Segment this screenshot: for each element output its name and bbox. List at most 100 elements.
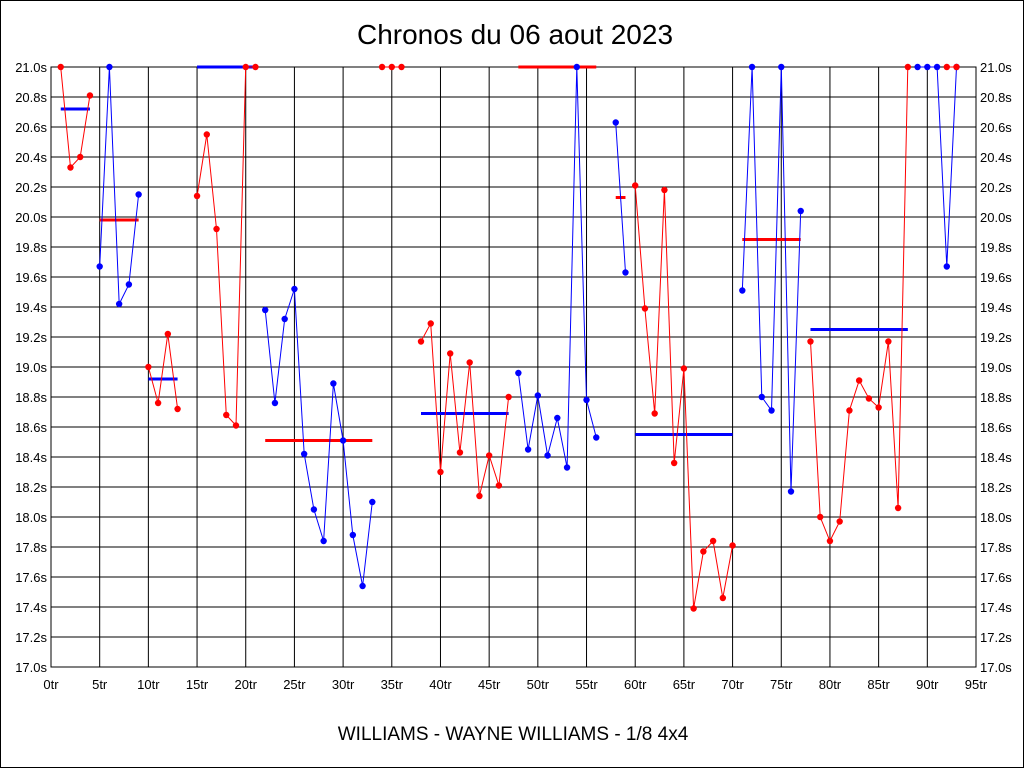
data-point (213, 225, 220, 233)
x-tick-label: 25tr (283, 677, 306, 692)
data-point (106, 63, 113, 71)
series-line (810, 66, 909, 543)
data-point (563, 464, 571, 471)
data-point (271, 399, 279, 407)
data-point (739, 287, 746, 294)
y-tick-label-left: 20.4s (15, 150, 47, 165)
data-point (349, 531, 357, 539)
y-tick-label-left: 19.0s (15, 360, 47, 375)
data-point (748, 63, 756, 71)
data-point (573, 63, 580, 71)
data-point (524, 446, 532, 453)
y-tick-label-left: 17.6s (15, 570, 47, 585)
chart-title: Chronos du 06 aout 2023 (357, 19, 673, 50)
data-point (86, 92, 94, 99)
series-line (741, 66, 802, 492)
y-tick-label-left: 19.4s (15, 300, 47, 315)
series-line (615, 122, 626, 273)
x-tick-label: 50tr (527, 677, 550, 692)
y-tick-label-left: 20.6s (15, 120, 47, 135)
data-point (320, 537, 327, 545)
x-tick-label: 5tr (92, 677, 108, 692)
data-point (855, 377, 863, 384)
data-point (485, 452, 493, 459)
data-point (252, 63, 259, 71)
data-point (622, 269, 629, 276)
data-point (57, 63, 64, 71)
y-tick-label-right: 18.2s (980, 480, 1012, 495)
data-point (768, 407, 775, 414)
x-tick-label: 55tr (575, 677, 598, 692)
data-point (369, 498, 376, 506)
data-point (427, 320, 434, 327)
data-point (67, 164, 74, 171)
data-point (476, 492, 483, 500)
y-tick-label-right: 17.0s (980, 660, 1012, 675)
data-point (310, 506, 318, 513)
x-tick-label: 40tr (429, 677, 452, 692)
series-line (147, 333, 179, 410)
data-point (447, 350, 454, 357)
data-point (943, 263, 950, 270)
data-point (515, 369, 522, 377)
x-tick-label: 45tr (478, 677, 501, 692)
y-tick-label-left: 18.4s (15, 450, 47, 465)
data-point (330, 380, 337, 387)
data-point (885, 338, 892, 345)
axis-ticks: 0tr 5tr 10tr 15tr 20tr 25tr 30tr 35tr 40tr 45tr 50… (15, 60, 1012, 692)
data-point (641, 305, 649, 312)
data-point (846, 407, 853, 414)
x-tick-label: 10tr (137, 677, 160, 692)
data-point (154, 399, 162, 407)
y-tick-label-right: 18.4s (980, 450, 1012, 465)
y-tick-label-left: 20.0s (15, 210, 47, 225)
data-point (914, 63, 921, 71)
y-tick-label-right: 21.0s (980, 60, 1012, 75)
data-point (593, 434, 600, 441)
y-tick-label-right: 19.8s (980, 240, 1012, 255)
data-point (700, 548, 707, 555)
data-point (300, 450, 308, 458)
y-tick-label-left: 18.2s (15, 480, 47, 495)
x-tick-label: 75tr (770, 677, 793, 692)
data-point (612, 119, 619, 126)
data-point (943, 63, 950, 71)
y-tick-label-right: 18.6s (980, 420, 1012, 435)
data-point (456, 449, 464, 456)
data-point (690, 605, 697, 612)
y-tick-label-right: 19.0s (980, 360, 1012, 375)
data-point (281, 315, 288, 323)
y-tick-label-left: 19.6s (15, 270, 47, 285)
data-point (933, 63, 941, 71)
data-point (398, 63, 405, 71)
data-point (953, 63, 960, 71)
data-point (77, 153, 84, 161)
y-tick-label-right: 18.0s (980, 510, 1012, 525)
data-point (291, 285, 298, 293)
y-tick-label-left: 18.0s (15, 510, 47, 525)
y-tick-label-right: 17.2s (980, 630, 1012, 645)
y-tick-label-left: 18.6s (15, 420, 47, 435)
data-point (709, 537, 717, 545)
data-point (817, 513, 824, 521)
x-tick-label: 90tr (916, 677, 939, 692)
data-point (661, 186, 668, 194)
data-point (232, 422, 240, 429)
data-point (534, 392, 542, 399)
data-point (174, 405, 181, 413)
x-tick-label: 15tr (186, 677, 209, 692)
data-point (96, 263, 103, 270)
y-tick-label-left: 17.4s (15, 600, 47, 615)
chart-subtitle: WILLIAMS - WAYNE WILLIAMS - 1/8 4x4 (338, 724, 689, 745)
x-tick-label: 65tr (673, 677, 696, 692)
x-tick-label: 60tr (624, 677, 647, 692)
series-line (99, 66, 140, 305)
y-tick-label-right: 19.6s (980, 270, 1012, 285)
x-tick-label: 20tr (235, 677, 258, 692)
data-point (164, 330, 172, 338)
data-point (719, 594, 727, 602)
series-line (264, 288, 373, 587)
y-tick-label-right: 18.8s (980, 390, 1012, 405)
y-tick-label-left: 18.8s (15, 390, 47, 405)
